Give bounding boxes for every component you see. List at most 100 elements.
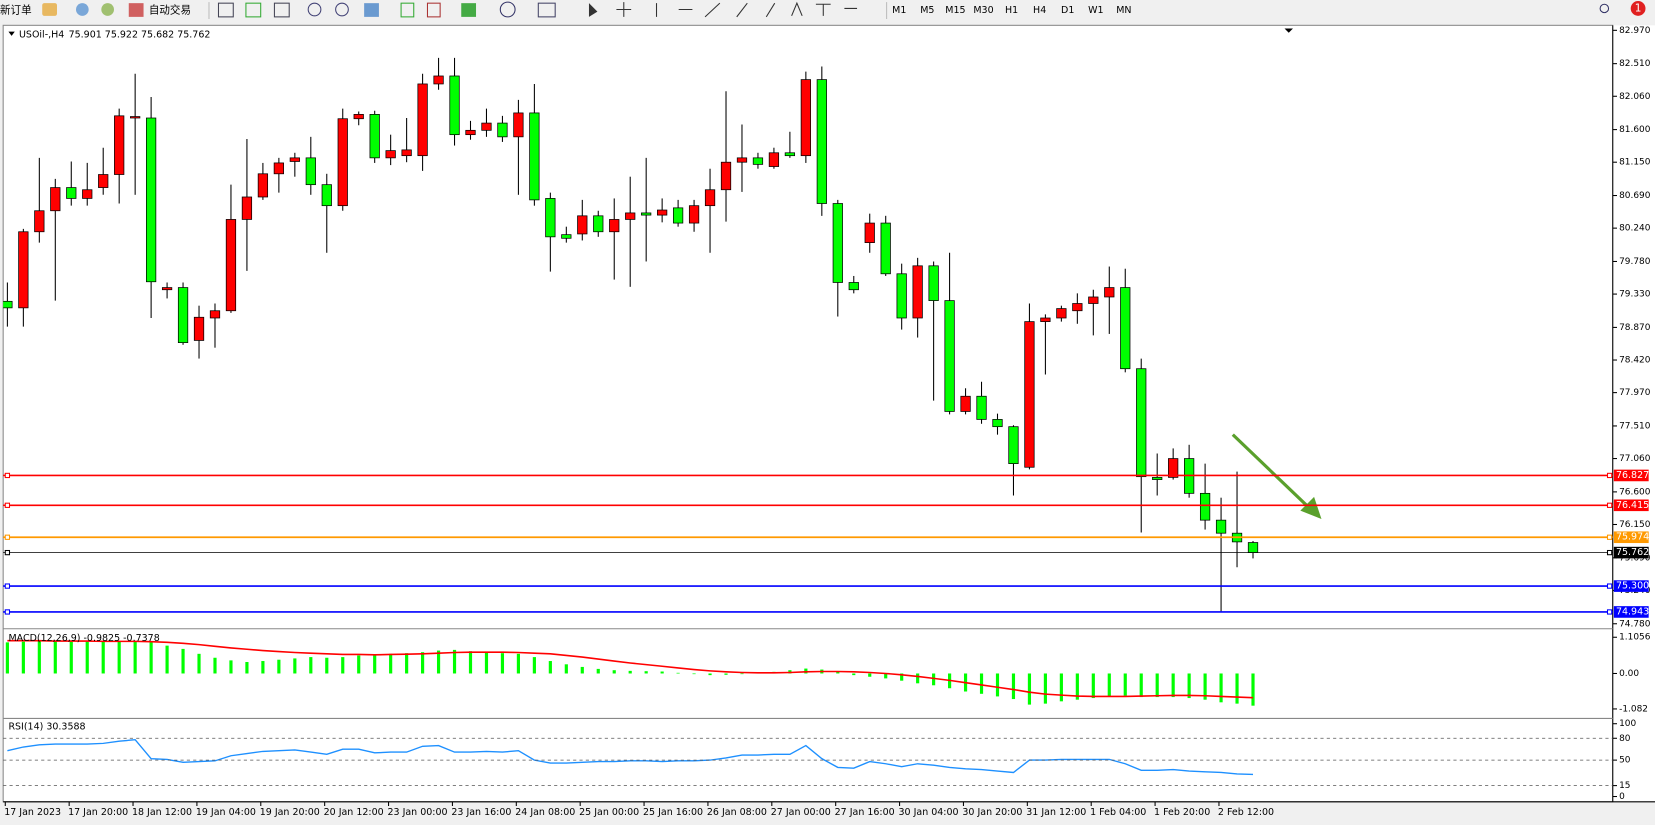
level-handle[interactable] xyxy=(1606,609,1613,615)
histogram-bar xyxy=(484,651,489,674)
icon[interactable] xyxy=(75,3,89,16)
timeframe-button[interactable]: M1 xyxy=(892,5,906,16)
histogram-bar xyxy=(117,641,121,674)
candle-body xyxy=(992,419,1003,428)
candle-body xyxy=(1072,303,1083,312)
candle-body xyxy=(529,112,540,201)
y-tick-label: -1.082 xyxy=(1619,704,1648,714)
icon[interactable] xyxy=(217,2,234,18)
candle-body xyxy=(1215,519,1227,534)
y-tick-label: 0 xyxy=(1619,792,1625,802)
candle-body xyxy=(784,152,796,157)
y-tick-label: 77.510 xyxy=(1619,421,1651,431)
level-handle[interactable] xyxy=(4,534,11,540)
icon[interactable] xyxy=(461,3,477,17)
icon[interactable] xyxy=(42,3,57,16)
candle-body xyxy=(114,115,125,175)
timeframe-button[interactable]: H1 xyxy=(1005,5,1018,16)
icon[interactable] xyxy=(499,1,516,18)
icon[interactable] xyxy=(101,3,114,16)
level-handle[interactable] xyxy=(4,502,11,508)
level-handle[interactable] xyxy=(4,472,11,479)
new-order[interactable]: 新订单 xyxy=(0,4,32,17)
x-tick-label: 25 Jan 00:00 xyxy=(579,807,639,818)
level-handle[interactable] xyxy=(1606,534,1613,540)
level-handle[interactable] xyxy=(1606,583,1613,589)
x-tick-label: 19 Jan 20:00 xyxy=(260,807,320,818)
histogram-bar xyxy=(421,652,425,674)
histogram-bar xyxy=(452,649,457,674)
candle-body xyxy=(1040,317,1051,322)
timeframe-button[interactable]: MN xyxy=(1116,5,1131,16)
icon[interactable] xyxy=(245,2,262,18)
timeframe-button[interactable]: M5 xyxy=(920,5,934,16)
level-handle[interactable] xyxy=(4,583,11,589)
candle-body xyxy=(50,187,61,212)
histogram-bar xyxy=(165,645,169,674)
y-tick-label: 80.240 xyxy=(1619,224,1651,234)
histogram-bar xyxy=(181,648,185,674)
histogram-bar xyxy=(53,641,57,674)
x-tick-label: 31 Jan 12:00 xyxy=(1026,807,1086,818)
icon[interactable] xyxy=(335,2,349,17)
histogram-bar xyxy=(261,661,265,674)
timeframe-button[interactable]: M30 xyxy=(973,5,993,16)
y-tick-label: 0.00 xyxy=(1619,669,1639,679)
timeframe-button[interactable]: M15 xyxy=(945,5,965,16)
histogram-bar xyxy=(101,641,105,674)
icon[interactable] xyxy=(364,3,379,17)
histogram-bar xyxy=(293,658,297,674)
search[interactable] xyxy=(1599,3,1610,14)
candle-body xyxy=(401,149,412,157)
candle-body xyxy=(193,316,205,341)
histogram-bar xyxy=(1187,673,1191,699)
x-tick-label: 27 Jan 00:00 xyxy=(771,807,831,818)
timeframe-button[interactable]: H4 xyxy=(1033,5,1046,16)
x-tick-label: 17 Jan 20:00 xyxy=(68,807,128,818)
candle-body xyxy=(976,395,987,420)
histogram-bar xyxy=(516,653,520,674)
icon[interactable] xyxy=(791,1,858,17)
candle-body xyxy=(337,118,348,207)
candle-body xyxy=(896,273,907,319)
candle-body xyxy=(34,210,45,233)
icon[interactable] xyxy=(616,2,776,18)
icon[interactable] xyxy=(588,3,598,17)
chart-title: MACD(12,26,9) -0.9825 -0.7378 xyxy=(8,633,159,644)
x-tick-label: 18 Jan 12:00 xyxy=(132,807,192,818)
icon[interactable] xyxy=(273,2,290,18)
candle-body xyxy=(1247,542,1259,553)
x-tick-label: 19 Jan 04:00 xyxy=(196,807,256,818)
histogram-bar xyxy=(564,664,568,674)
badge-count: 1 xyxy=(1635,2,1642,14)
level-handle[interactable] xyxy=(4,609,11,615)
icon[interactable] xyxy=(537,2,556,18)
level-label: 75.762 xyxy=(1616,547,1649,558)
candle-body xyxy=(18,231,29,309)
level-handle[interactable] xyxy=(4,549,11,556)
plot xyxy=(3,57,1259,776)
level-handle[interactable] xyxy=(1606,472,1613,479)
level-handle[interactable] xyxy=(1606,502,1613,508)
y-tick-label: 50 xyxy=(1619,756,1631,766)
candle-body xyxy=(82,189,93,199)
icon[interactable] xyxy=(307,2,322,17)
icon[interactable] xyxy=(400,2,415,18)
icon[interactable] xyxy=(128,3,144,17)
timeframe-button[interactable]: W1 xyxy=(1088,5,1103,16)
histogram-bar xyxy=(596,668,600,674)
auto-trading[interactable]: 自动交易 xyxy=(149,4,191,17)
histogram-bar xyxy=(628,670,632,674)
icon[interactable] xyxy=(426,2,441,18)
histogram-bar xyxy=(1219,673,1223,703)
level-handle[interactable] xyxy=(1606,549,1613,556)
x-tick-label: 25 Jan 16:00 xyxy=(643,807,703,818)
histogram-bar xyxy=(277,659,281,674)
badge[interactable] xyxy=(1630,1,1646,16)
histogram-bar xyxy=(436,650,441,674)
x-tick-label: 1 Feb 20:00 xyxy=(1154,807,1210,818)
candle-body xyxy=(1104,287,1115,298)
candle-body xyxy=(321,184,332,207)
timeframe-button[interactable]: D1 xyxy=(1061,5,1074,16)
